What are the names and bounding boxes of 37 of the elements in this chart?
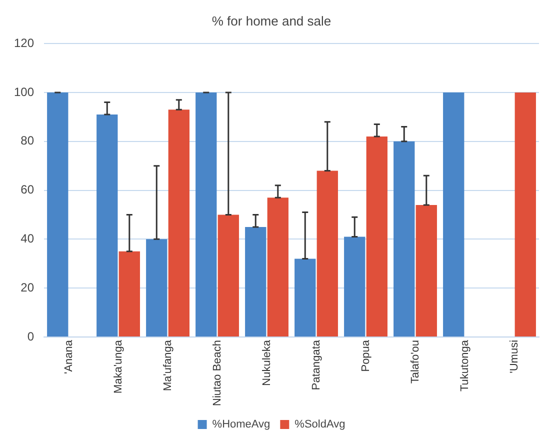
bar [416, 204, 437, 336]
x-tick-label: Maka'unga [112, 339, 124, 394]
bar [514, 92, 536, 336]
bar [168, 110, 190, 336]
bar [218, 214, 239, 336]
bar [96, 114, 118, 336]
y-tick-label: 80 [20, 134, 34, 148]
y-tick-label: 40 [20, 231, 34, 246]
x-tick-label: Tukutonga [458, 339, 471, 392]
legend-label: %SoldAvg [294, 418, 346, 431]
y-tick-label: 60 [20, 182, 34, 197]
x-tick-label: 'Anana [62, 339, 75, 374]
bar [344, 236, 366, 336]
legend-label: %HomeAvg [212, 418, 270, 431]
x-tick-label: Talafo'ou [409, 340, 422, 384]
chart-title: % for home and sale [212, 13, 332, 28]
bar [196, 92, 217, 336]
x-tick-label: Niutao Beach [211, 340, 224, 406]
y-tick-label: 0 [27, 329, 34, 344]
y-tick-label: 120 [14, 36, 34, 50]
y-tick-label: 100 [14, 84, 34, 99]
bar [316, 170, 338, 336]
bar [146, 239, 168, 336]
x-tick-label: Popua [360, 339, 372, 372]
x-tick-label: Ma'ufanga [162, 339, 174, 391]
bar [267, 198, 288, 336]
bar [245, 226, 266, 336]
bar [366, 136, 388, 336]
bar [394, 141, 415, 336]
x-tick-label: Nukuleka [260, 339, 273, 386]
bar [118, 251, 140, 336]
bar [47, 92, 68, 336]
bar [443, 92, 464, 336]
x-tick-label: Patangata [310, 339, 322, 390]
x-tick-label: 'Umusi [508, 340, 520, 374]
bar [294, 258, 316, 336]
y-tick-label: 20 [20, 280, 34, 294]
